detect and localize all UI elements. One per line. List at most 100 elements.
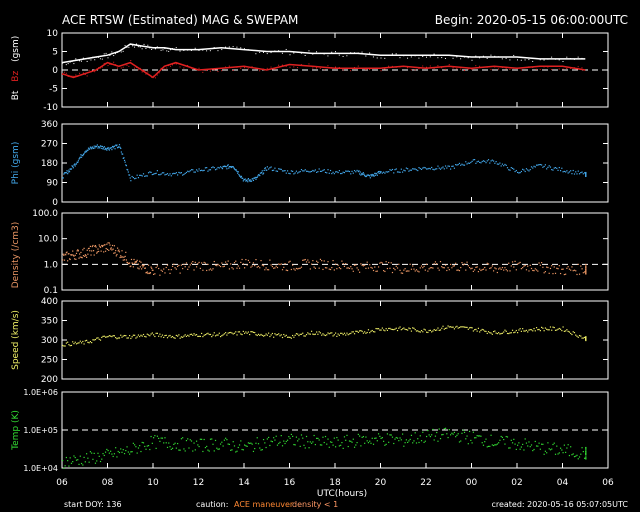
data-point — [247, 259, 249, 262]
data-point — [309, 441, 311, 443]
data-point — [303, 444, 305, 446]
data-point — [103, 454, 105, 457]
data-point — [585, 455, 587, 457]
data-point — [381, 262, 383, 264]
data-point — [410, 169, 413, 171]
data-point — [332, 259, 334, 262]
data-point — [476, 435, 478, 437]
data-point — [69, 61, 71, 63]
data-point — [350, 266, 352, 268]
data-point — [373, 175, 375, 177]
data-point — [434, 329, 437, 332]
data-point — [259, 447, 261, 449]
data-point — [307, 259, 309, 261]
bt-label: Bt — [11, 90, 21, 100]
data-point — [423, 441, 425, 443]
x-tick-label: 22 — [420, 478, 431, 488]
data-point — [264, 334, 266, 337]
data-point — [554, 453, 557, 455]
data-point — [466, 435, 468, 437]
data-point — [532, 330, 534, 332]
data-point — [434, 168, 437, 170]
data-point — [70, 462, 73, 464]
data-point — [249, 180, 251, 182]
y-tick-label: 1.0E+05 — [23, 426, 58, 435]
data-point — [489, 267, 491, 270]
data-point — [327, 55, 329, 57]
data-point — [463, 326, 466, 328]
data-point — [372, 56, 374, 58]
data-point — [198, 49, 200, 51]
data-point — [222, 165, 224, 168]
data-point — [501, 67, 503, 69]
data-point — [111, 51, 113, 53]
data-point — [477, 327, 480, 329]
svg-text:Bt Bz (gsm): Bt Bz (gsm) — [11, 36, 21, 101]
data-point — [231, 449, 233, 451]
data-point — [345, 439, 347, 441]
data-point — [410, 268, 413, 270]
data-point — [216, 168, 218, 170]
data-point — [165, 334, 167, 336]
data-point — [184, 334, 186, 336]
data-point — [427, 331, 429, 334]
data-point — [274, 439, 276, 441]
data-point — [118, 146, 120, 148]
data-point — [173, 172, 175, 174]
data-point — [554, 167, 557, 169]
data-point — [252, 331, 255, 333]
data-point — [369, 175, 371, 177]
data-point — [107, 146, 109, 149]
data-point — [180, 172, 183, 174]
data-point — [324, 435, 327, 438]
data-point — [467, 162, 469, 164]
data-point — [147, 71, 149, 73]
data-point — [113, 252, 115, 254]
data-point — [127, 171, 129, 173]
data-point — [221, 49, 223, 51]
data-point — [160, 336, 162, 338]
data-point — [399, 326, 401, 328]
data-point — [467, 443, 469, 445]
data-point — [67, 253, 69, 255]
data-point — [244, 178, 246, 180]
data-point — [510, 167, 512, 169]
data-point — [342, 69, 344, 71]
data-point — [499, 162, 501, 164]
data-point — [380, 329, 382, 331]
data-point — [134, 67, 136, 69]
data-point — [429, 435, 431, 438]
data-point — [280, 334, 282, 336]
data-point — [351, 331, 353, 333]
data-point — [110, 247, 112, 249]
data-point — [443, 328, 445, 330]
data-point — [475, 65, 477, 67]
data-point — [350, 52, 352, 54]
data-point — [89, 146, 92, 148]
data-point — [256, 334, 258, 337]
data-point — [74, 456, 76, 459]
data-point — [394, 269, 396, 271]
data-point — [362, 173, 364, 176]
data-point — [153, 173, 155, 175]
data-point — [462, 429, 464, 431]
data-point — [378, 172, 380, 174]
data-point — [251, 178, 253, 180]
data-point — [237, 265, 239, 267]
data-point — [223, 333, 225, 335]
data-point — [517, 171, 519, 174]
data-point — [338, 334, 340, 336]
data-point — [372, 443, 375, 445]
data-point — [398, 171, 400, 173]
data-point — [145, 448, 147, 450]
data-point — [150, 266, 152, 268]
data-point — [585, 458, 587, 460]
data-point — [137, 69, 139, 71]
data-point — [125, 164, 127, 166]
data-point — [112, 147, 114, 149]
data-point — [203, 438, 205, 441]
data-point — [532, 269, 534, 272]
data-point — [207, 170, 209, 172]
data-point — [539, 69, 541, 71]
data-point — [481, 160, 483, 163]
